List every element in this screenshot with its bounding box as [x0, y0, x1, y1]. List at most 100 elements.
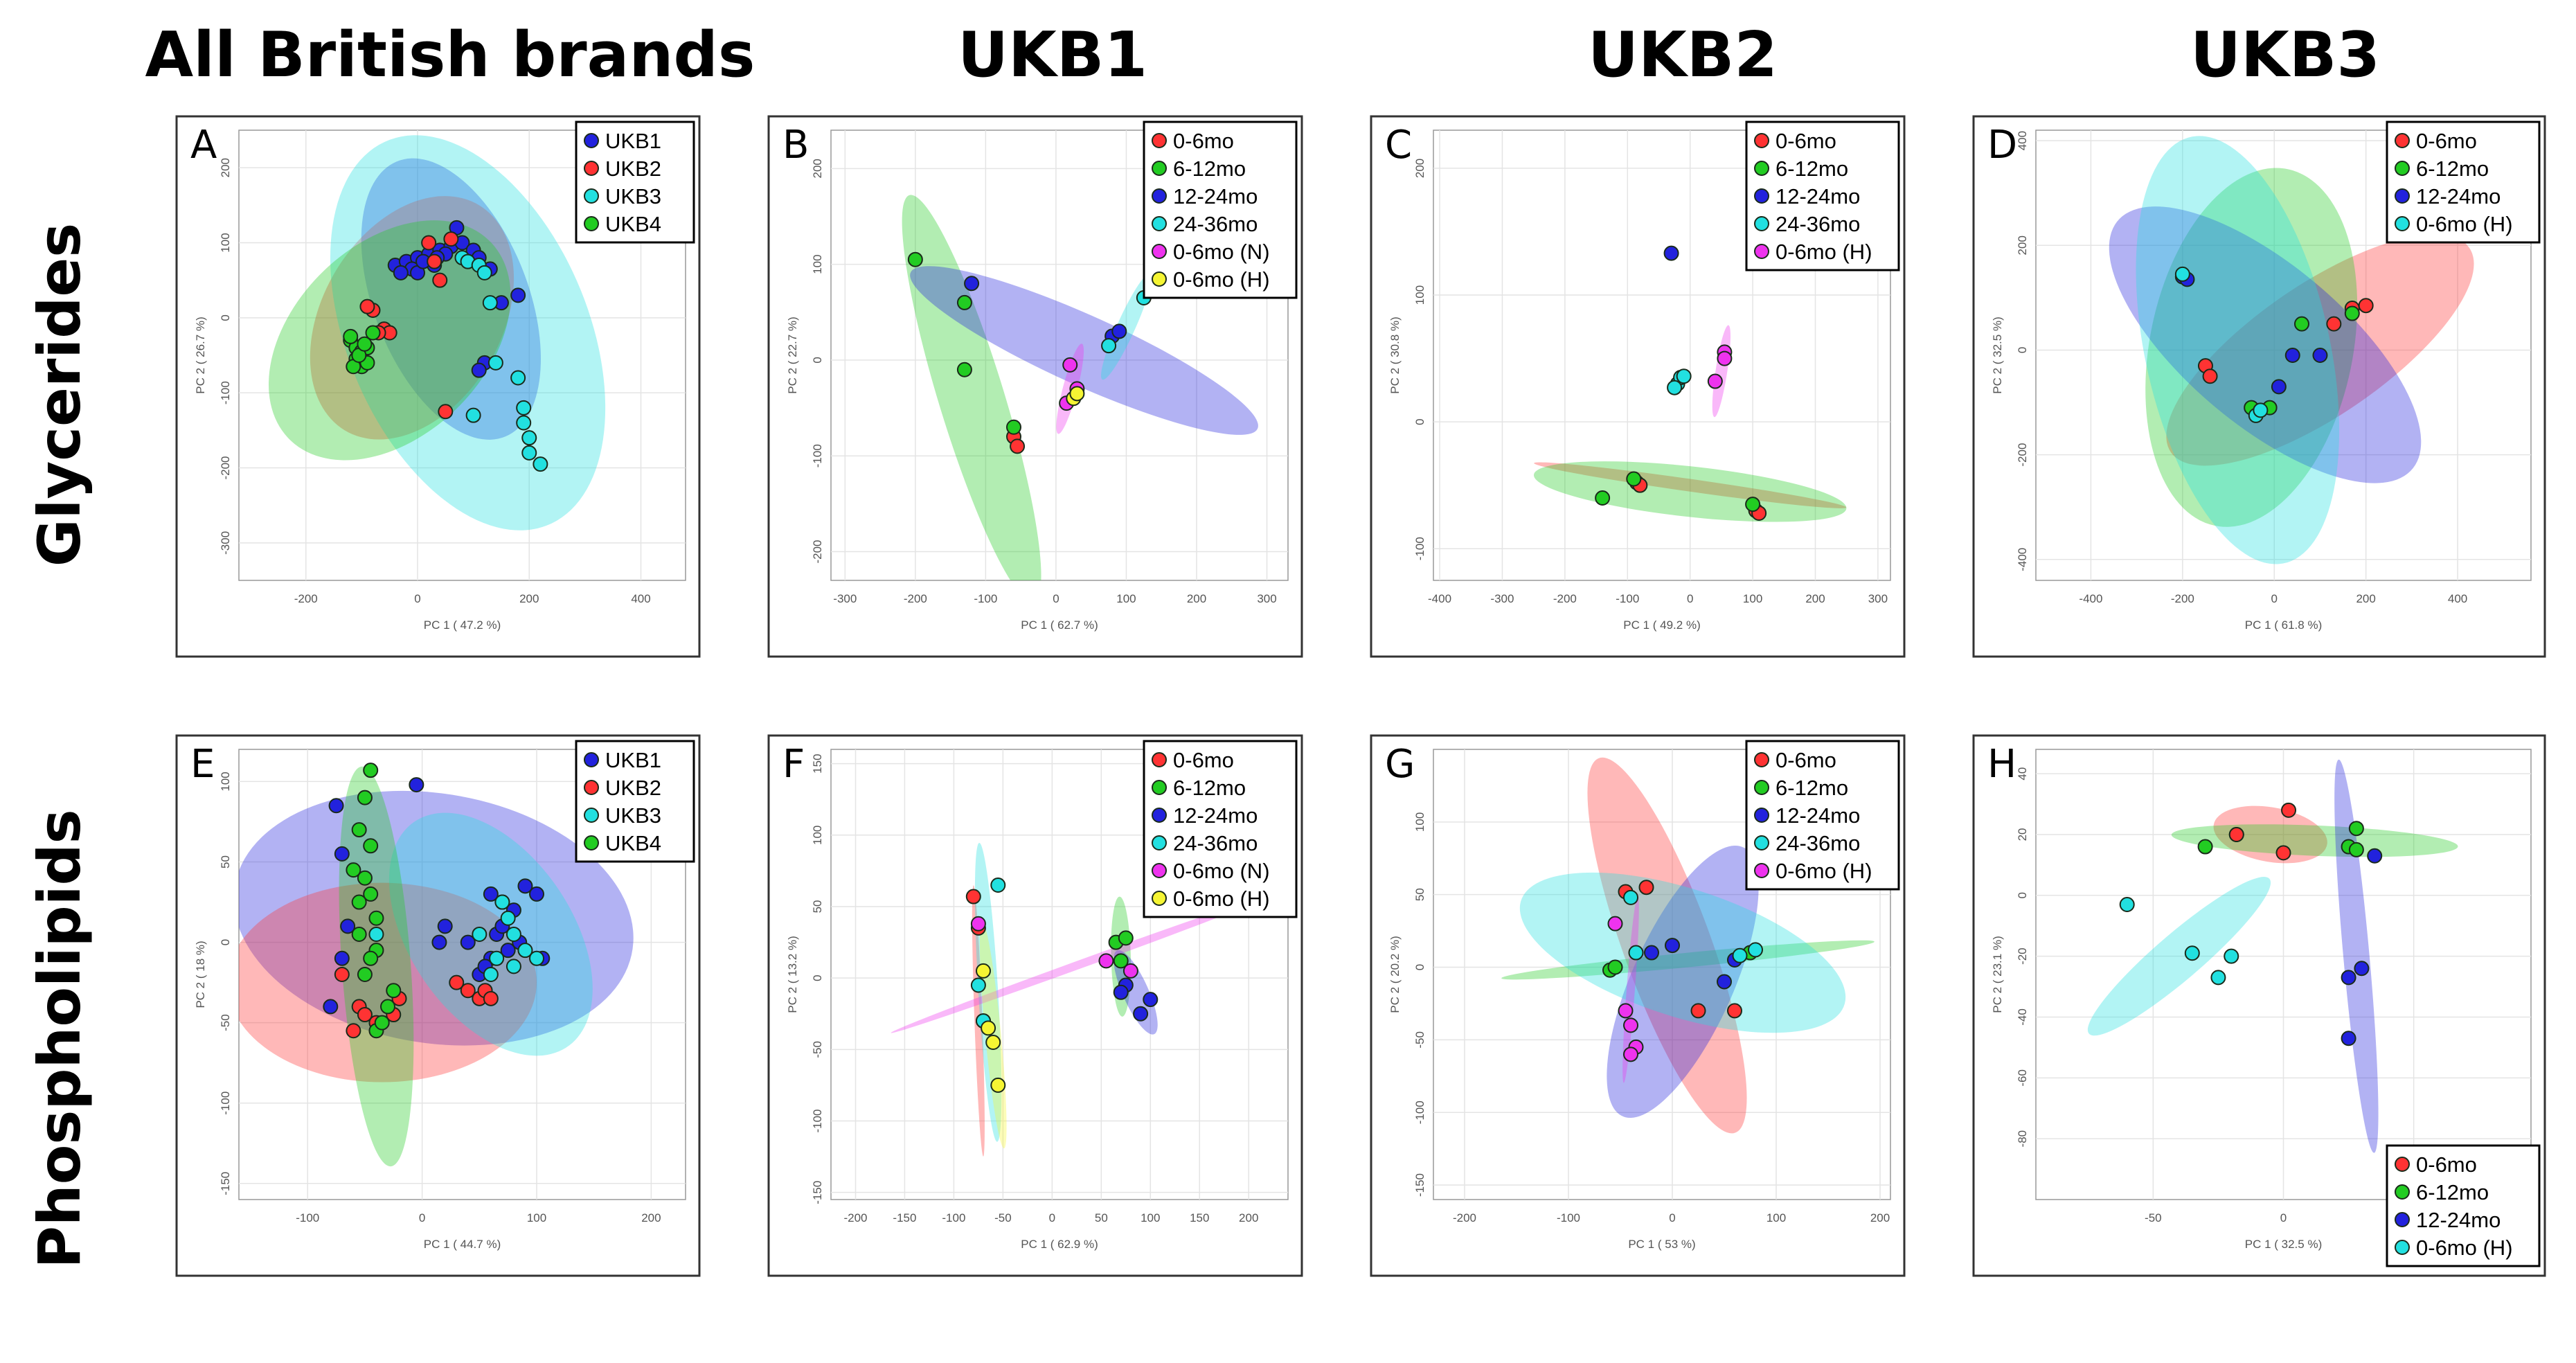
- x-tick-label: -100: [942, 1211, 965, 1224]
- legend-marker: [2395, 216, 2410, 231]
- legend-label: 0-6mo (H): [1776, 240, 1872, 264]
- panel-letter: A: [190, 123, 217, 168]
- legend-label: 0-6mo: [1173, 129, 1234, 153]
- legend-marker: [1152, 780, 1167, 795]
- column-heading-4: UKB3: [2190, 19, 2380, 91]
- legend-marker: [1152, 271, 1167, 287]
- data-point: [1676, 368, 1692, 384]
- data-point: [328, 798, 344, 814]
- y-tick-label: -100: [811, 444, 824, 467]
- data-point: [990, 878, 1006, 893]
- y-tick-label: -150: [811, 1181, 824, 1204]
- x-tick-label: -50: [994, 1211, 1012, 1224]
- x-tick-label: -200: [1453, 1211, 1476, 1224]
- plot-marks: [239, 763, 634, 1167]
- data-point: [2293, 316, 2309, 332]
- y-tick-label: -60: [2016, 1069, 2029, 1087]
- legend-marker: [584, 161, 599, 176]
- legend-box: [1745, 121, 1900, 271]
- confidence-ellipse-6-12mo: [2145, 168, 2358, 527]
- y-tick-label: -200: [2016, 443, 2029, 467]
- y-tick-label: -20: [2016, 947, 2029, 965]
- y-tick-label: 100: [811, 826, 824, 845]
- data-point: [2284, 348, 2300, 363]
- plot-marks: [1533, 245, 1847, 522]
- data-point: [1707, 373, 1723, 389]
- x-tick-label: 200: [1239, 1211, 1258, 1224]
- y-tick-label: -100: [811, 1109, 824, 1132]
- x-tick-label: 0: [2271, 592, 2278, 605]
- y-tick-label: 0: [811, 357, 824, 363]
- data-point: [2184, 945, 2200, 961]
- x-tick-label: 200: [519, 592, 539, 605]
- y-tick-label: 200: [1413, 159, 1426, 178]
- legend-box: [1143, 740, 1298, 918]
- data-point: [500, 910, 516, 926]
- legend-marker: [1152, 161, 1167, 176]
- y-tick-label: 200: [219, 158, 232, 177]
- y-tick-label: 50: [811, 900, 824, 914]
- y-tick-label: 0: [2016, 892, 2029, 898]
- legend-marker: [584, 835, 599, 850]
- legend-marker: [1152, 808, 1167, 823]
- data-point: [1607, 916, 1623, 932]
- legend-marker: [584, 752, 599, 767]
- panel-letter: H: [1987, 742, 2016, 787]
- panel-D: -400 -200 0 200 400 -400 -200 0 200 400 PC 1 ( 61.…: [1972, 115, 2546, 658]
- data-point: [2341, 970, 2356, 986]
- x-tick-label: -200: [2171, 592, 2194, 605]
- data-point: [2281, 802, 2297, 818]
- data-point: [956, 362, 972, 377]
- x-tick-label: -200: [294, 592, 318, 605]
- confidence-ellipse-6-12mo: [902, 195, 1041, 580]
- panel-B: -300 -200 -100 0 100 200 300 -200 -100 0 100 200 PC …: [767, 115, 1303, 658]
- data-point: [363, 950, 379, 966]
- legend-label: 12-24mo: [1173, 803, 1258, 828]
- data-point: [334, 950, 350, 966]
- panel-letter: C: [1385, 123, 1412, 168]
- y-axis-label: PC 2 ( 30.8 %): [1388, 317, 1402, 394]
- legend-label: 24-36mo: [1776, 831, 1860, 855]
- x-axis-label: PC 1 ( 47.2 %): [424, 618, 501, 632]
- data-point: [432, 272, 448, 288]
- data-point: [323, 999, 339, 1015]
- data-point: [357, 1007, 373, 1023]
- data-point: [368, 926, 384, 942]
- panel-letter: D: [1987, 123, 2017, 168]
- y-tick-label: 100: [1413, 285, 1426, 305]
- data-point: [510, 370, 526, 386]
- y-tick-label: 0: [1413, 964, 1426, 970]
- data-point: [1113, 984, 1129, 1000]
- data-point: [357, 870, 373, 886]
- y-axis-label: PC 2 ( 23.1 %): [1991, 936, 2004, 1013]
- data-point: [334, 846, 350, 862]
- legend-label: 0-6mo: [1776, 129, 1836, 153]
- legend: 0-6mo 6-12mo 12-24mo 24-36mo 0-6mo (H): [1745, 121, 1900, 271]
- y-axis-label: PC 2 ( 18 %): [194, 941, 207, 1008]
- legend-label: 0-6mo (H): [1776, 859, 1872, 883]
- x-tick-label: -400: [2079, 592, 2102, 605]
- x-tick-label: 100: [1743, 592, 1762, 605]
- confidence-ellipse-12-24mo: [2334, 759, 2379, 1153]
- legend-marker: [584, 780, 599, 795]
- data-point: [2224, 948, 2239, 964]
- data-point: [483, 886, 499, 902]
- data-point: [529, 886, 544, 902]
- data-point: [351, 894, 367, 910]
- legend-marker: [584, 133, 599, 148]
- legend-marker: [2395, 1240, 2410, 1255]
- legend-label: 0-6mo (H): [1173, 267, 1270, 292]
- y-tick-label: 50: [219, 855, 232, 868]
- legend-label: 12-24mo: [2416, 1208, 2501, 1232]
- legend-marker: [1152, 863, 1167, 878]
- data-point: [2271, 379, 2287, 395]
- data-point: [521, 430, 537, 446]
- legend-label: UKB3: [605, 184, 661, 208]
- confidence-ellipse-0-6mo: [1534, 462, 1847, 508]
- data-point: [357, 790, 373, 805]
- data-point: [1665, 938, 1680, 954]
- data-point: [1623, 1046, 1638, 1062]
- legend: UKB1 UKB2 UKB3 UKB4: [575, 121, 695, 244]
- data-point: [460, 983, 476, 999]
